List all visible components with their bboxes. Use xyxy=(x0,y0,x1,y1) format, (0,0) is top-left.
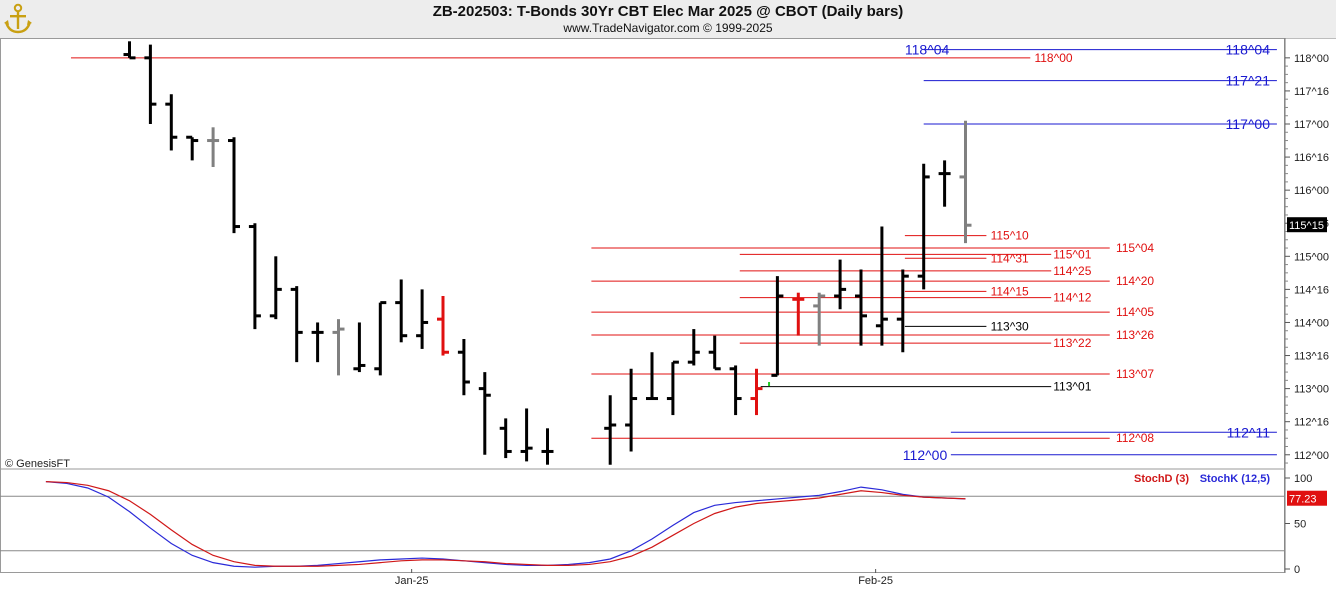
level-label: 113^07 xyxy=(1116,367,1154,381)
y-tick-label: 100 xyxy=(1294,473,1312,485)
level-label: 118^00 xyxy=(1034,51,1072,65)
chart-subtitle: www.TradeNavigator.com © 1999-2025 xyxy=(563,21,773,35)
level-label: 118^04 xyxy=(1226,42,1271,58)
y-tick-label: 112^00 xyxy=(1294,450,1329,462)
y-tick-label: 0 xyxy=(1294,564,1300,576)
level-label: 114^20 xyxy=(1116,274,1154,288)
y-tick-label: 116^00 xyxy=(1294,185,1329,197)
stoch-line xyxy=(45,481,966,568)
level-label: 114^12 xyxy=(1053,291,1091,305)
y-tick-label: 50 xyxy=(1294,519,1306,531)
last-price-label: 115^15 xyxy=(1289,220,1324,232)
stochastic-panel: StochD (3) StochK (12,5) 0 50 100 77.23 xyxy=(0,473,1327,576)
level-label: 113^30 xyxy=(991,319,1029,333)
level-label: 115^01 xyxy=(1053,247,1091,261)
legend-entry: StochD (3) xyxy=(1134,473,1189,485)
x-tick-label: Feb-25 xyxy=(858,575,893,587)
anchor-icon xyxy=(4,3,32,34)
level-label: 114^25 xyxy=(1053,264,1091,278)
y-tick-label: 117^16 xyxy=(1294,86,1329,98)
plot-frame xyxy=(0,38,1285,573)
level-label: 114^05 xyxy=(1116,305,1154,319)
last-value-label: 77.23 xyxy=(1289,494,1317,506)
level-label: 113^22 xyxy=(1053,336,1091,350)
level-label: 112^11 xyxy=(1227,424,1271,440)
y-tick-label: 117^00 xyxy=(1294,119,1329,131)
y-tick-label: 114^16 xyxy=(1294,284,1329,296)
level-label: 112^08 xyxy=(1116,431,1154,445)
legend-entry: StochK (12,5) xyxy=(1200,473,1271,485)
level-label: 114^15 xyxy=(991,284,1029,298)
level-label: 117^00 xyxy=(1226,116,1271,132)
stoch-line xyxy=(45,481,966,567)
chart-area: 118^04 118^04 117^21 117^00 118^00 115^10 115^… xyxy=(0,38,1329,587)
y-tick-label: 113^00 xyxy=(1294,384,1329,396)
chart-title: ZB-202503: T-Bonds 30Yr CBT Elec Mar 202… xyxy=(432,3,904,20)
level-label: 118^04 xyxy=(905,42,950,58)
chart-header: ZB-202503: T-Bonds 30Yr CBT Elec Mar 202… xyxy=(0,0,1336,39)
level-label: 117^21 xyxy=(1226,73,1271,89)
level-label: 112^00 xyxy=(903,447,948,463)
last-value-box xyxy=(1287,490,1327,506)
level-label: 115^10 xyxy=(991,229,1029,243)
price-axis: 118^00117^16117^00116^16116^00115^16115^… xyxy=(1285,53,1329,464)
price-bars xyxy=(123,41,972,465)
y-tick-label: 112^16 xyxy=(1294,417,1329,429)
watermark: © GenesisFT xyxy=(5,458,70,470)
y-tick-label: 115^00 xyxy=(1294,251,1329,263)
level-label: 114^31 xyxy=(991,251,1029,265)
y-tick-label: 118^00 xyxy=(1294,53,1329,65)
level-label: 113^26 xyxy=(1116,328,1154,342)
x-tick-label: Jan-25 xyxy=(395,575,429,587)
y-tick-label: 116^16 xyxy=(1294,152,1329,164)
y-tick-label: 113^16 xyxy=(1294,351,1329,363)
level-label: 115^04 xyxy=(1116,241,1154,255)
level-label: 113^01 xyxy=(1053,380,1091,394)
y-tick-label: 114^00 xyxy=(1294,317,1329,329)
price-levels: 118^04 118^04 117^21 117^00 118^00 115^10 115^… xyxy=(70,42,1277,463)
last-price-box xyxy=(1287,217,1327,233)
x-axis: Jan-25 Feb-25 xyxy=(395,569,893,587)
